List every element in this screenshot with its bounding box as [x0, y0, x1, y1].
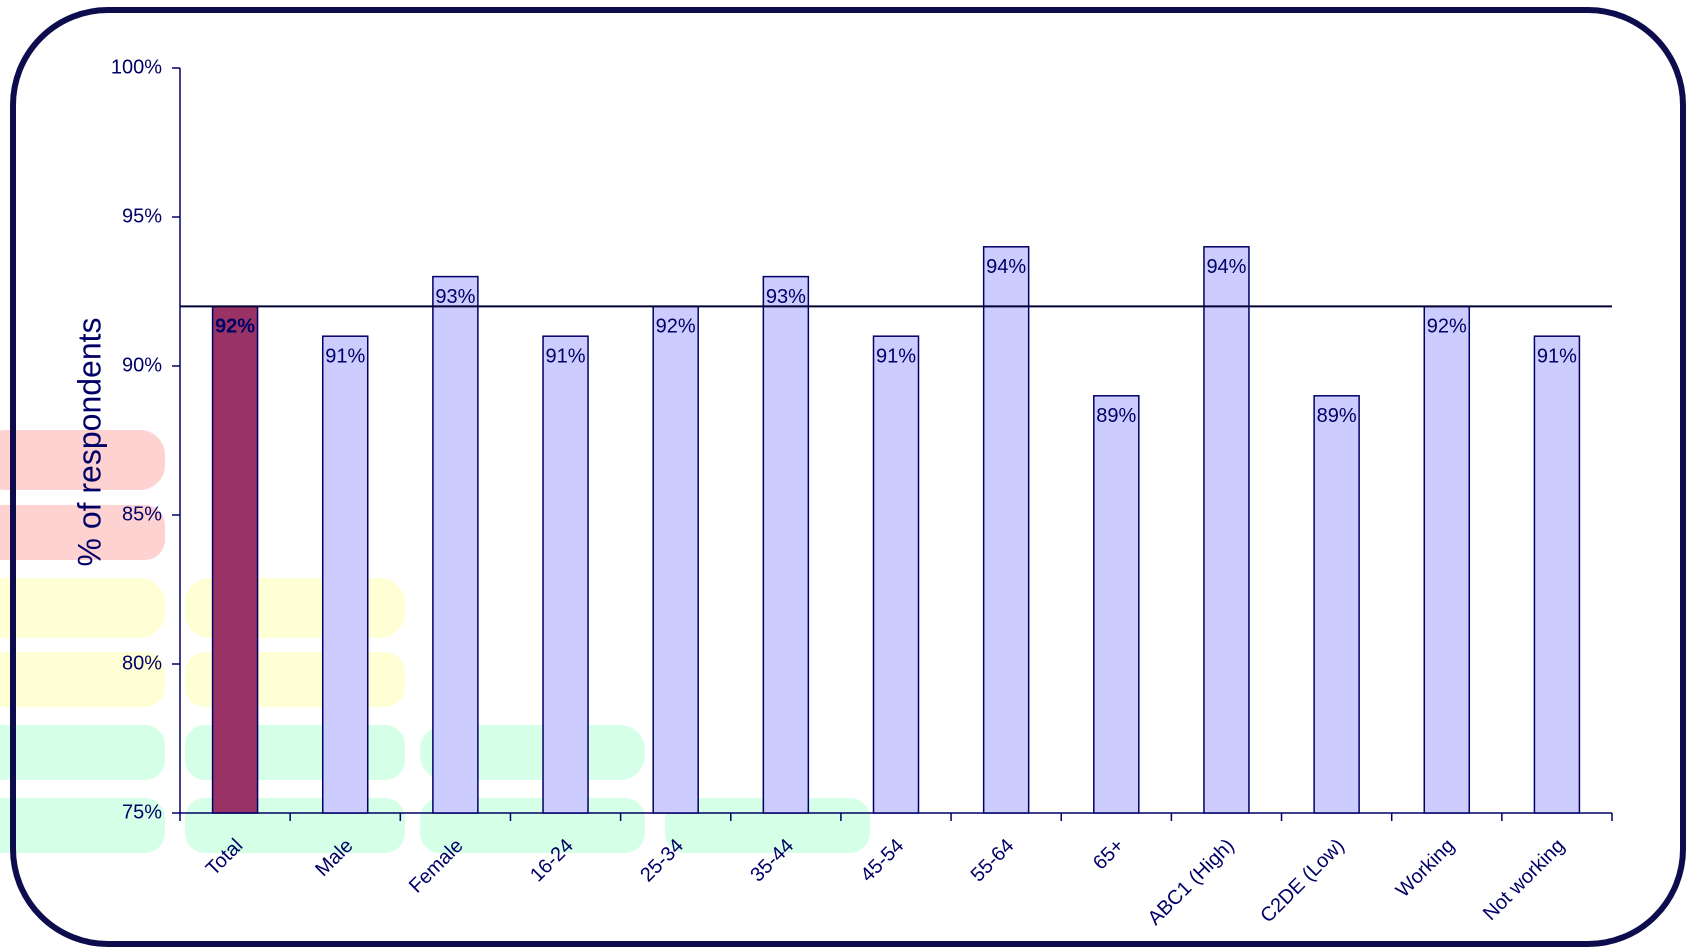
x-tick-label: Not working: [1479, 835, 1569, 925]
x-tick-label: Working: [1392, 835, 1459, 902]
bar: [432, 275, 479, 814]
bar: [1203, 246, 1250, 814]
frame: [10, 7, 1686, 947]
bar: [211, 305, 259, 814]
y-tick-label: 95%: [122, 205, 162, 227]
x-tick-label: ABC1 (High): [1144, 835, 1239, 930]
value-label: 89%: [1317, 405, 1357, 427]
y-tick-label: 100%: [111, 56, 162, 78]
value-label: 93%: [435, 286, 475, 308]
bar: [1093, 395, 1140, 814]
bar: [1313, 395, 1360, 814]
y-tick-label: 80%: [122, 652, 162, 674]
bar: [762, 275, 810, 814]
value-label: 91%: [1537, 345, 1577, 367]
y-tick-label: 90%: [122, 354, 162, 376]
value-label: 92%: [215, 316, 255, 338]
y-tick-label: 85%: [122, 503, 162, 525]
bar: [542, 335, 589, 814]
bar: [652, 305, 699, 814]
value-label: 92%: [656, 316, 696, 338]
value-label: 91%: [876, 345, 916, 367]
bar: [321, 335, 369, 814]
bar: [1423, 305, 1471, 814]
value-label: 91%: [546, 345, 586, 367]
value-label: 89%: [1096, 405, 1136, 427]
value-label: 94%: [986, 256, 1026, 278]
y-tick-label: 75%: [122, 801, 162, 823]
value-label: 91%: [325, 345, 365, 367]
y-axis-title: % of respondents: [71, 317, 107, 566]
bar: [872, 335, 920, 814]
x-tick-label: 65+: [1089, 835, 1129, 875]
value-label: 93%: [766, 286, 806, 308]
bar: [982, 246, 1030, 814]
bar: [1533, 335, 1581, 814]
value-label: 94%: [1206, 256, 1246, 278]
x-tick-label: C2DE (Low): [1256, 835, 1349, 928]
value-label: 92%: [1427, 316, 1467, 338]
x-tick-label: 55-64: [967, 835, 1019, 887]
